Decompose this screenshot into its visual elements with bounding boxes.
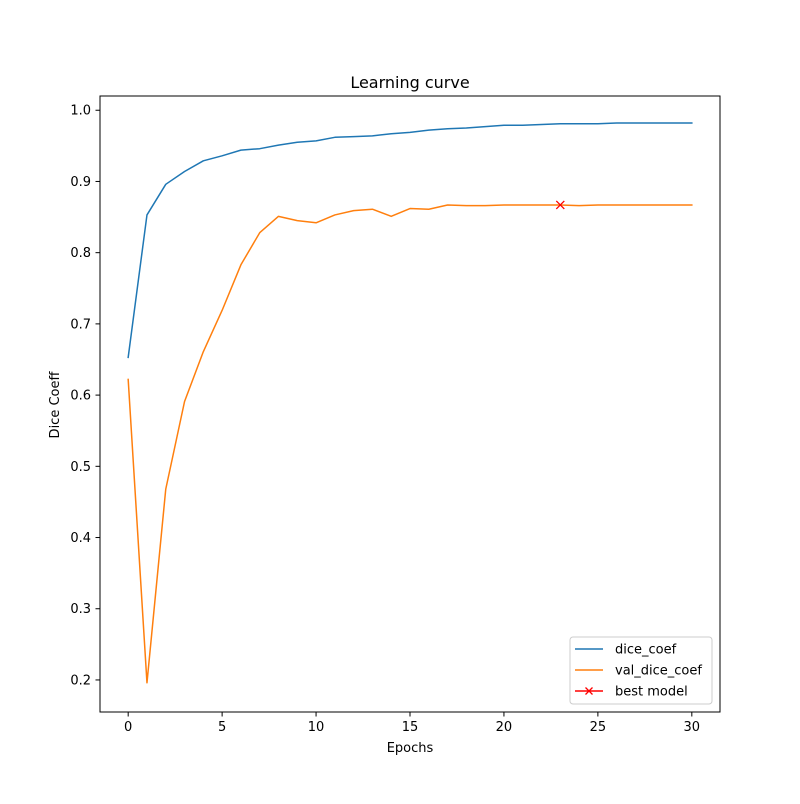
plot-area	[100, 96, 720, 712]
y-tick-label: 0.8	[70, 246, 91, 261]
x-tick-label: 25	[590, 720, 607, 735]
y-tick-label: 0.4	[70, 531, 91, 546]
x-tick-label: 0	[124, 720, 132, 735]
x-tick-label: 20	[496, 720, 513, 735]
y-tick-label: 0.2	[70, 673, 91, 688]
x-axis-label: Epochs	[387, 741, 434, 756]
y-tick-label: 1.0	[70, 104, 91, 119]
x-tick-label: 30	[684, 720, 701, 735]
legend-best-model-label: best model	[615, 685, 688, 700]
y-tick-label: 0.7	[70, 317, 91, 332]
y-tick-label: 0.9	[70, 175, 91, 190]
x-tick-label: 15	[402, 720, 419, 735]
y-tick-label: 0.5	[70, 460, 91, 475]
y-axis-label: Dice Coeff	[48, 371, 63, 439]
y-tick-label: 0.6	[70, 389, 91, 404]
legend: dice_coef val_dice_coef best model	[570, 637, 712, 704]
chart-title: Learning curve	[350, 73, 469, 92]
y-tick-label: 0.3	[70, 602, 91, 617]
legend-dice-coef-label: dice_coef	[615, 643, 677, 658]
x-tick-label: 5	[218, 720, 226, 735]
legend-val-dice-coef-label: val_dice_coef	[615, 664, 702, 679]
x-tick-label: 10	[308, 720, 325, 735]
